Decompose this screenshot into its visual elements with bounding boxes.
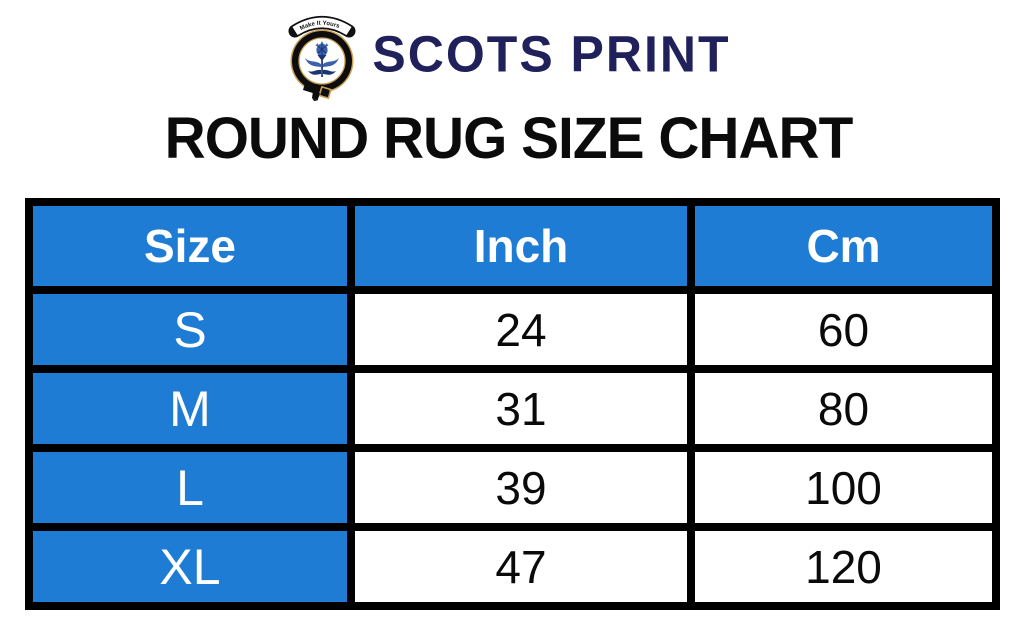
clan-crest-badge-icon: Make It Yours xyxy=(288,16,356,101)
inch-value: 31 xyxy=(347,365,695,452)
svg-text:Make It Yours: Make It Yours xyxy=(300,21,342,32)
column-header-size: Size xyxy=(25,198,355,294)
brand-name: SCOTS PRINT xyxy=(372,25,731,83)
inch-value: 47 xyxy=(347,523,695,610)
table-row: L 39 100 xyxy=(25,444,1000,531)
cm-value: 120 xyxy=(687,523,1000,610)
header-row: Size Inch Cm xyxy=(25,198,1000,294)
banner-text: Make It Yours xyxy=(300,21,341,32)
inch-value: 39 xyxy=(347,444,695,531)
table-row: M 31 80 xyxy=(25,365,1000,452)
table-row: XL 47 120 xyxy=(25,523,1000,610)
belt-buckle xyxy=(303,83,333,101)
thistle-icon xyxy=(305,41,340,77)
column-header-cm: Cm xyxy=(687,198,1000,294)
cm-value: 100 xyxy=(687,444,1000,531)
size-chart-table: Size Inch Cm S 24 60 M 31 80 L 39 100 xyxy=(25,198,1000,610)
size-label: S xyxy=(25,286,355,373)
size-label: XL xyxy=(25,523,355,610)
cm-value: 60 xyxy=(687,286,1000,373)
column-header-inch: Inch xyxy=(347,198,695,294)
brand-header: Make It Yours xyxy=(0,0,1017,102)
table-row: S 24 60 xyxy=(25,286,1000,373)
page-title: ROUND RUG SIZE CHART xyxy=(164,106,854,171)
size-label: M xyxy=(25,365,355,452)
cm-value: 80 xyxy=(687,365,1000,452)
banner-ribbon: Make It Yours xyxy=(288,16,356,38)
size-label: L xyxy=(25,444,355,531)
inch-value: 24 xyxy=(347,286,695,373)
